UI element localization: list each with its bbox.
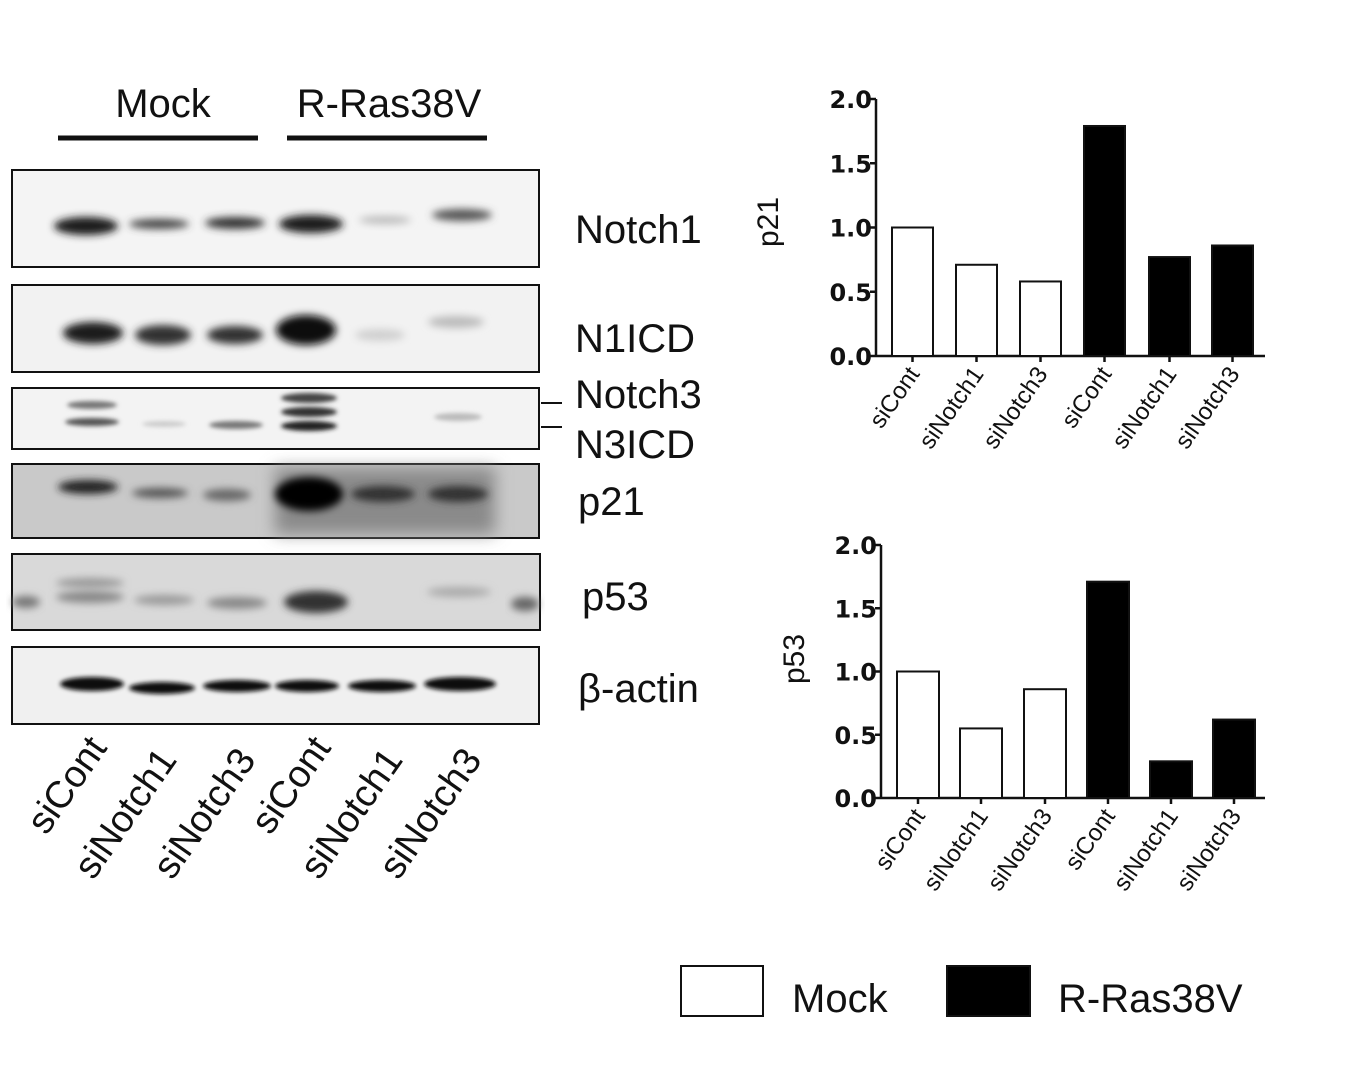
band — [205, 217, 265, 229]
band — [207, 326, 263, 344]
band — [434, 413, 482, 421]
band — [427, 587, 491, 597]
bands-beta-actin — [60, 677, 496, 694]
bar — [1083, 124, 1126, 357]
legend-label-r-ras38v: R-Ras38V — [1058, 977, 1243, 1021]
band — [284, 591, 348, 613]
category-label: siNotch3 — [1170, 362, 1246, 454]
legend-swatch-r-ras38v — [946, 965, 1031, 1017]
protein-label-beta-actin: β-actin — [578, 667, 699, 711]
band — [275, 477, 343, 511]
y-tick-label: 1.5 — [829, 150, 872, 178]
p21-bar-chart: 0.00.51.01.52.0p21siContsiNotch1siNotch3… — [752, 86, 1265, 454]
y-tick-label: 2.0 — [829, 86, 872, 114]
y-tick-label: 2.0 — [834, 532, 877, 560]
protein-label-notch3: Notch3 — [575, 373, 702, 417]
band — [203, 680, 271, 692]
band — [275, 680, 339, 692]
band — [142, 421, 186, 427]
y-tick-label: 0.5 — [834, 722, 877, 750]
category-label: siCont — [870, 804, 931, 875]
category-label: siCont — [1056, 362, 1117, 433]
protein-label-p53: p53 — [582, 575, 649, 619]
bands-notch3 — [65, 393, 482, 431]
legend-label-mock: Mock — [792, 977, 889, 1021]
band — [276, 315, 336, 345]
band — [12, 596, 40, 608]
band — [129, 682, 195, 694]
band — [134, 595, 194, 605]
band — [511, 597, 539, 611]
category-label: siCont — [864, 362, 925, 433]
band — [432, 209, 492, 221]
band — [56, 578, 124, 588]
bar — [1086, 580, 1130, 799]
bar — [959, 727, 1003, 799]
band — [67, 401, 117, 409]
legend-swatch-mock — [680, 965, 764, 1017]
y-tick-label: 0.0 — [834, 785, 877, 813]
bands-p53 — [12, 578, 539, 613]
band — [63, 322, 123, 344]
band — [281, 421, 337, 431]
bar — [1019, 280, 1062, 357]
y-axis-title: p21 — [752, 197, 785, 247]
band — [203, 489, 251, 501]
band — [135, 325, 191, 345]
y-tick-label: 1.5 — [834, 595, 877, 623]
category-label: siNotch1 — [914, 362, 990, 454]
protein-label-n1icd: N1ICD — [575, 317, 695, 361]
bar — [1148, 256, 1191, 357]
band — [351, 486, 415, 502]
category-label: siNotch3 — [1171, 804, 1247, 896]
protein-label-notch1: Notch1 — [575, 208, 702, 252]
category-label: siNotch3 — [978, 362, 1054, 454]
bar — [896, 670, 940, 799]
p53-bar-chart: 0.00.51.01.52.0p53siContsiNotch1siNotch3… — [778, 532, 1265, 896]
band — [132, 488, 188, 498]
band — [428, 486, 488, 502]
band — [359, 216, 411, 224]
band — [279, 215, 343, 233]
band — [65, 418, 119, 426]
bands-p21 — [58, 468, 495, 534]
group-label-mock: Mock — [115, 82, 212, 126]
band — [56, 591, 124, 603]
band — [58, 480, 118, 494]
band — [348, 680, 416, 692]
legend: Mock R-Ras38V — [680, 965, 1243, 1021]
band — [129, 219, 189, 229]
band — [428, 316, 484, 328]
bar — [891, 226, 934, 357]
y-tick-label: 0.0 — [829, 343, 872, 371]
band — [355, 329, 405, 341]
bar — [1212, 718, 1256, 800]
category-label: siCont — [1060, 804, 1121, 875]
band — [424, 677, 496, 691]
lane-labels: siCont siNotch1 siNotch3 siCont siNotch1… — [19, 729, 490, 887]
category-label: siNotch1 — [918, 804, 994, 896]
band — [54, 217, 118, 235]
band — [281, 393, 337, 403]
category-label: siNotch3 — [982, 804, 1058, 896]
y-tick-label: 0.5 — [829, 279, 872, 307]
western-blot: Mock R-Ras38V Notch1 N1ICD — [11, 82, 702, 887]
bar — [1023, 688, 1067, 800]
bar — [955, 263, 998, 358]
protein-label-n3icd: N3ICD — [575, 423, 695, 467]
band — [60, 677, 124, 691]
bar — [1211, 244, 1254, 358]
band — [209, 421, 263, 429]
band — [207, 597, 267, 609]
y-tick-label: 1.0 — [829, 215, 872, 243]
bar — [1149, 760, 1193, 800]
band — [281, 407, 337, 417]
bands-notch1 — [54, 209, 492, 235]
protein-label-p21: p21 — [578, 480, 645, 524]
y-axis-title: p53 — [778, 634, 811, 684]
bands-n1icd — [63, 315, 484, 345]
y-tick-label: 1.0 — [834, 659, 877, 687]
group-label-r-ras38v: R-Ras38V — [297, 82, 482, 126]
